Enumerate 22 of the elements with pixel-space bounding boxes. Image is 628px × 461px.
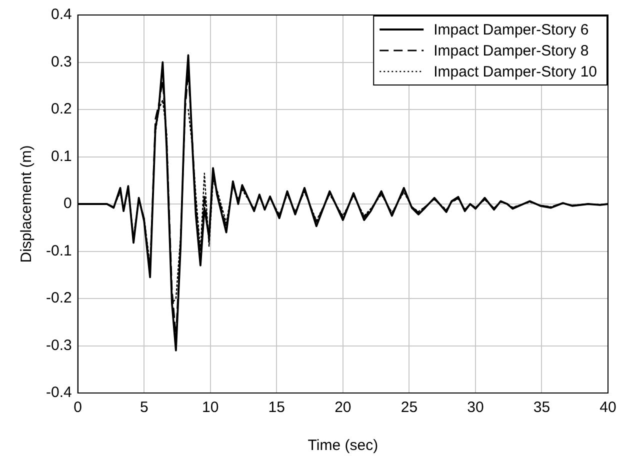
x-tick-label: 15 — [268, 399, 285, 416]
legend-label: Impact Damper-Story 8 — [434, 42, 589, 60]
x-tick-label: 10 — [202, 399, 219, 416]
x-tick-label: 30 — [467, 399, 484, 416]
x-tick-label: 20 — [334, 399, 352, 416]
y-tick-label: -0.1 — [46, 242, 72, 260]
y-tick-label: 0.1 — [50, 148, 72, 165]
y-tick-label: 0.4 — [50, 6, 72, 24]
y-tick-label: -0.2 — [46, 290, 72, 307]
x-tick-label: 40 — [600, 399, 616, 416]
y-tick-label: -0.3 — [46, 336, 72, 354]
legend-label: Impact Damper-Story 6 — [434, 22, 589, 39]
y-tick-label: 0.2 — [50, 100, 72, 118]
y-tick-label: 0 — [64, 195, 72, 212]
x-tick-label: 25 — [400, 399, 418, 416]
y-tick-label: 0.3 — [50, 53, 72, 70]
y-tick-label: -0.4 — [46, 384, 72, 402]
y-axis-title: Displacement (m) — [18, 145, 36, 263]
legend-label: Impact Damper-Story 10 — [434, 64, 597, 81]
x-tick-label: 35 — [533, 399, 550, 416]
x-tick-label: 5 — [140, 399, 148, 416]
x-axis-title: Time (sec) — [308, 437, 378, 454]
